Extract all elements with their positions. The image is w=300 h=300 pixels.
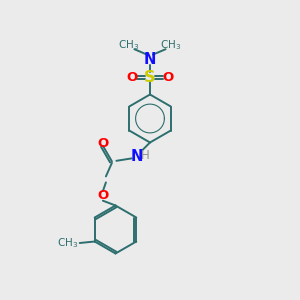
- Text: H: H: [140, 149, 149, 162]
- Text: O: O: [162, 70, 174, 84]
- Text: N: N: [144, 52, 156, 67]
- Text: CH$_3$: CH$_3$: [160, 38, 182, 52]
- Text: O: O: [97, 137, 109, 150]
- Text: S: S: [144, 70, 156, 85]
- Text: O: O: [126, 70, 138, 84]
- Text: CH$_3$: CH$_3$: [57, 236, 78, 250]
- Text: CH$_3$: CH$_3$: [118, 38, 140, 52]
- Text: O: O: [97, 189, 109, 203]
- Text: N: N: [130, 149, 143, 164]
